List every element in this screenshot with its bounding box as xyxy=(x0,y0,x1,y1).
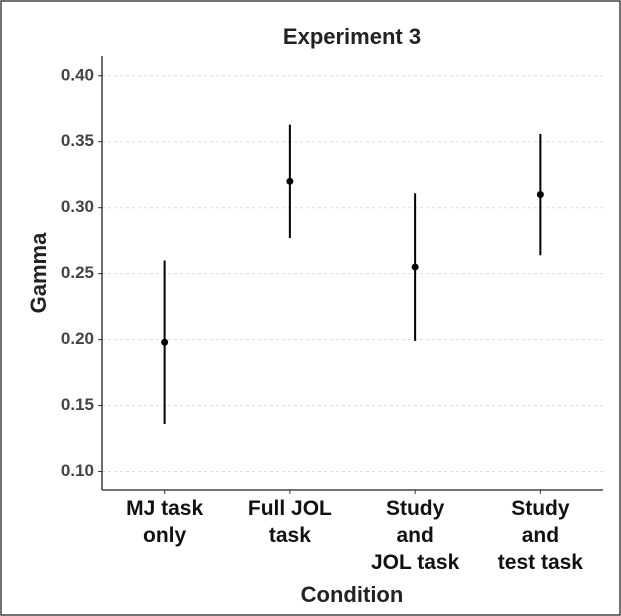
y-tick-label: 0.20 xyxy=(61,329,94,348)
point xyxy=(286,177,294,185)
y-tick-label: 0.25 xyxy=(61,263,94,282)
point xyxy=(161,338,169,346)
x-tick-label: task xyxy=(269,524,311,547)
y-tick-label: 0.40 xyxy=(61,65,94,84)
x-tick-label: Full JOL xyxy=(248,497,332,520)
y-axis-label: Gamma xyxy=(26,232,51,313)
x-axis-label: Condition xyxy=(301,582,404,607)
chart-title: Experiment 3 xyxy=(283,24,421,49)
x-tick-label: Study xyxy=(511,497,570,520)
x-tick-label: Study xyxy=(386,497,445,520)
y-tick-label: 0.35 xyxy=(61,131,94,150)
y-tick-label: 0.30 xyxy=(61,197,94,216)
x-tick-label: JOL task xyxy=(371,551,460,574)
x-tick-label: and xyxy=(396,524,433,547)
y-tick-label: 0.10 xyxy=(61,461,94,480)
x-tick-label: only xyxy=(143,524,186,547)
x-tick-label: test task xyxy=(498,551,584,574)
x-tick-label: MJ task xyxy=(126,497,203,520)
point xyxy=(536,191,544,199)
x-tick-label: and xyxy=(522,524,559,547)
y-tick-label: 0.15 xyxy=(61,395,94,414)
point xyxy=(411,263,419,271)
